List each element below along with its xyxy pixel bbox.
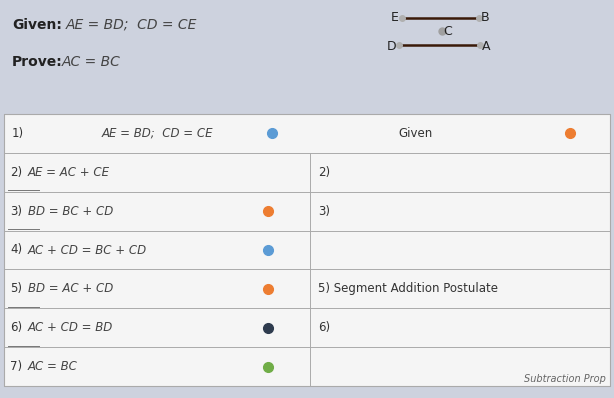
Text: 2): 2) [318, 166, 330, 179]
Text: 3): 3) [318, 205, 330, 218]
Text: Prove:: Prove: [12, 55, 63, 69]
Text: AC + CD = BD: AC + CD = BD [28, 321, 113, 334]
Text: BD = BC + CD: BD = BC + CD [28, 205, 113, 218]
Text: 5): 5) [10, 282, 22, 295]
Text: Given:: Given: [12, 18, 62, 32]
Text: AC = BC: AC = BC [62, 55, 121, 69]
Text: Given: Given [398, 127, 432, 140]
Text: AE = AC + CE: AE = AC + CE [28, 166, 110, 179]
Text: 2): 2) [10, 166, 22, 179]
Text: 6): 6) [318, 321, 330, 334]
Text: BD = AC + CD: BD = AC + CD [28, 282, 113, 295]
Text: 3): 3) [10, 205, 22, 218]
Text: D: D [386, 40, 396, 53]
Text: AE = BD;  CD = CE: AE = BD; CD = CE [101, 127, 213, 140]
Bar [4, 114, 610, 386]
Text: AC + CD = BC + CD: AC + CD = BC + CD [28, 244, 147, 256]
Text: 7): 7) [10, 360, 22, 373]
Text: AC = BC: AC = BC [28, 360, 78, 373]
Text: 1): 1) [12, 127, 24, 140]
Text: E: E [391, 11, 398, 24]
Text: Subtraction Prop: Subtraction Prop [524, 374, 606, 384]
Text: B: B [480, 11, 489, 24]
Text: 5) Segment Addition Postulate: 5) Segment Addition Postulate [318, 282, 498, 295]
Text: A: A [482, 40, 491, 53]
Text: 6): 6) [10, 321, 22, 334]
Text: C: C [444, 25, 453, 39]
Text: AE = BD;  CD = CE: AE = BD; CD = CE [66, 18, 197, 32]
Text: 4): 4) [10, 244, 22, 256]
